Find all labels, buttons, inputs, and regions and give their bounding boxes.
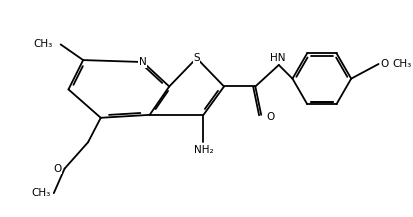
Text: S: S [193, 53, 200, 63]
Text: CH₃: CH₃ [32, 188, 51, 198]
Text: O: O [380, 59, 389, 69]
Text: CH₃: CH₃ [33, 39, 53, 49]
Text: HN: HN [270, 53, 285, 63]
Text: NH₂: NH₂ [194, 145, 213, 155]
Text: CH₃: CH₃ [392, 59, 411, 69]
Text: N: N [139, 57, 147, 67]
Text: O: O [53, 164, 62, 174]
Text: O: O [266, 112, 274, 122]
